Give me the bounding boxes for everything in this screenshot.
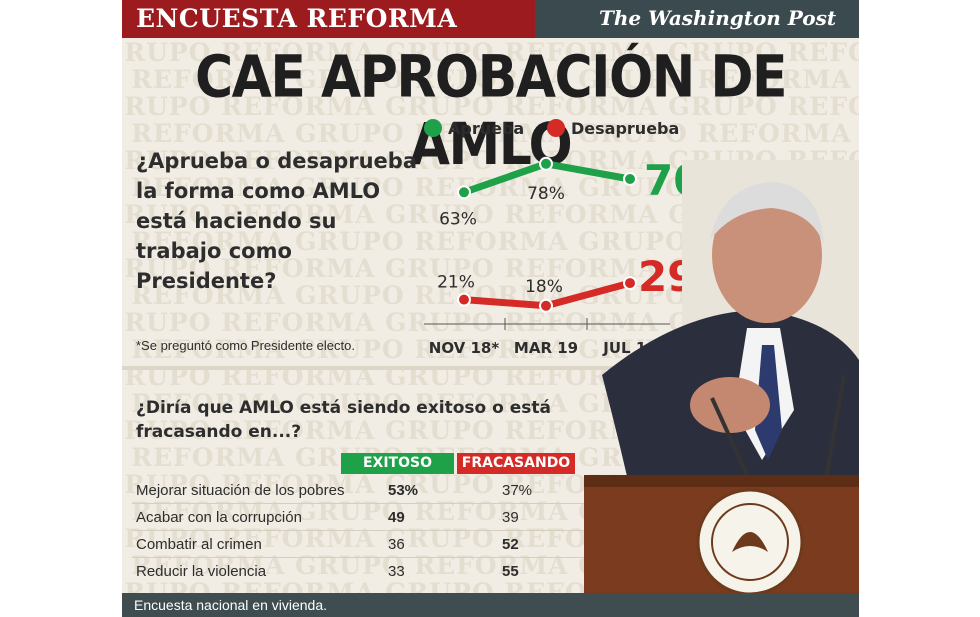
microphone-stand bbox=[822, 374, 846, 491]
approval-question: ¿Aprueba o desaprueba la forma como AMLO… bbox=[136, 149, 417, 293]
amlo-photo bbox=[584, 160, 859, 593]
watermark-text: GRUPO REFORMA GRUPO REFORMA GRUPO REFORM… bbox=[122, 119, 859, 148]
mexican-seal-inner-ring bbox=[711, 503, 789, 581]
table-row: Acabar con la corrupción 49 39 bbox=[122, 505, 602, 531]
row-exitoso-value: 36 bbox=[388, 536, 405, 553]
row-fracasando-value: 52 bbox=[502, 536, 519, 553]
success-question: ¿Diría que AMLO está siendo exitoso o es… bbox=[136, 398, 551, 442]
legend: Aprueba Desaprueba bbox=[424, 119, 679, 138]
data-point bbox=[539, 156, 553, 171]
section-divider bbox=[122, 366, 859, 370]
table-row: Combatir al crimen 36 52 bbox=[122, 532, 602, 558]
table-row: Mejorar situación de los pobres 53% 37% bbox=[122, 478, 602, 504]
legend-aprueba-marker bbox=[424, 119, 442, 137]
data-point bbox=[457, 185, 471, 200]
data-point bbox=[539, 298, 553, 313]
footnote: *Se preguntó como Presidente electo. bbox=[136, 338, 355, 353]
row-label: Combatir al crimen bbox=[136, 536, 262, 553]
header-title: ENCUESTA REFORMA bbox=[136, 4, 458, 33]
row-fracasando-value: 39 bbox=[502, 509, 519, 526]
infographic-card: GRUPO REFORMA GRUPO REFORMA GRUPO REFORM… bbox=[122, 0, 859, 617]
data-point bbox=[623, 276, 637, 291]
data-label: 63% bbox=[439, 209, 477, 229]
column-header-exitoso: EXITOSO bbox=[341, 453, 454, 474]
row-label: Acabar con la corrupción bbox=[136, 509, 302, 526]
data-label: 18% bbox=[525, 277, 563, 297]
row-exitoso-value: 33 bbox=[388, 563, 405, 580]
watermark-text: GRUPO REFORMA GRUPO REFORMA GRUPO REFORM… bbox=[122, 65, 859, 94]
row-separator bbox=[132, 503, 594, 504]
data-point bbox=[457, 292, 471, 307]
row-exitoso-value: 49 bbox=[388, 509, 405, 526]
data-label: 21% bbox=[437, 273, 475, 293]
row-label: Mejorar situación de los pobres bbox=[136, 482, 345, 499]
row-exitoso-value: 53% bbox=[388, 482, 419, 499]
x-tick-label: MAR 19 bbox=[514, 339, 578, 357]
washington-post-logo: The Washington Post bbox=[599, 6, 837, 30]
row-fracasando-value: 55 bbox=[502, 563, 519, 580]
legend-aprueba-label: Aprueba bbox=[448, 119, 524, 138]
table-row: Reducir la violencia 33 55 bbox=[122, 559, 602, 585]
seal-eagle-icon bbox=[732, 532, 768, 552]
footer-text: Encuesta nacional en vivienda. bbox=[134, 597, 328, 613]
header-banner: ENCUESTA REFORMA bbox=[122, 0, 535, 38]
hair bbox=[710, 182, 824, 245]
face bbox=[712, 187, 822, 323]
lectern-top bbox=[584, 475, 859, 487]
row-fracasando-value: 37% bbox=[502, 482, 533, 499]
watermark-text: GRUPO REFORMA GRUPO REFORMA GRUPO REFORM… bbox=[122, 38, 859, 67]
data-point bbox=[623, 172, 637, 186]
legend-desaprueba-marker bbox=[547, 119, 565, 137]
raised-hand bbox=[690, 377, 770, 433]
row-separator bbox=[132, 557, 594, 558]
watermark-text: GRUPO REFORMA GRUPO REFORMA GRUPO REFORM… bbox=[122, 92, 859, 121]
row-label: Reducir la violencia bbox=[136, 563, 267, 580]
footer-bar: Encuesta nacional en vivienda. bbox=[122, 593, 859, 617]
header-logo-bar: The Washington Post bbox=[535, 0, 859, 38]
row-separator bbox=[132, 530, 594, 531]
x-tick-label: NOV 18* bbox=[429, 339, 500, 357]
microphone-stand bbox=[710, 397, 749, 476]
legend-desaprueba-label: Desaprueba bbox=[571, 119, 679, 138]
data-label: 78% bbox=[527, 184, 565, 204]
column-header-fracasando: FRACASANDO bbox=[457, 453, 575, 474]
